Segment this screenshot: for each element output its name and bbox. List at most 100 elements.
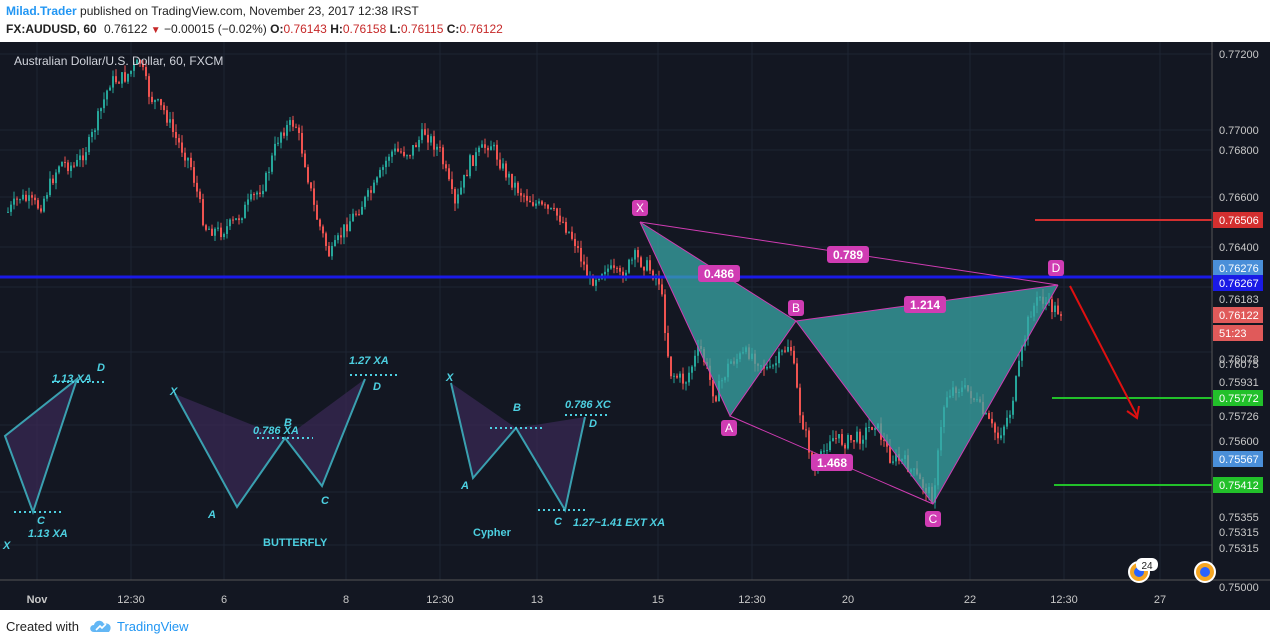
price-badge[interactable]: 0.76276 <box>1213 260 1263 276</box>
candle <box>838 434 840 444</box>
svg-text:0.486: 0.486 <box>704 267 734 281</box>
price-chart[interactable]: Australian Dollar/U.S. Dollar, 60, FXCM … <box>0 42 1270 610</box>
candle <box>25 190 27 203</box>
candle <box>637 246 639 263</box>
candle <box>808 427 810 459</box>
candle <box>235 218 237 221</box>
pattern-point-d[interactable]: D <box>1048 260 1064 276</box>
candle <box>484 138 486 154</box>
candle <box>343 224 345 245</box>
candle <box>865 422 867 448</box>
candle <box>553 203 555 211</box>
candle <box>229 218 231 231</box>
candle <box>541 200 543 206</box>
pattern-point-x[interactable]: X <box>632 200 648 216</box>
candle <box>73 162 75 169</box>
candle <box>31 191 33 206</box>
candle <box>103 92 105 113</box>
time-tick: 15 <box>652 594 664 606</box>
price-tick: 0.75315 <box>1219 527 1259 539</box>
candle <box>421 122 423 144</box>
candle <box>205 223 207 232</box>
candle <box>316 200 318 221</box>
price-badge[interactable]: 0.75567 <box>1213 451 1263 467</box>
projection-arrow[interactable] <box>1069 285 1140 420</box>
candle <box>1015 375 1017 403</box>
price-badge[interactable]: 0.76122 <box>1213 307 1263 323</box>
pattern-point-c[interactable]: C <box>925 511 941 527</box>
legend-label: D <box>97 362 105 374</box>
candle <box>619 265 621 276</box>
legend-label: 0.786 XC <box>565 399 612 411</box>
candle <box>454 187 456 212</box>
candle <box>382 164 384 177</box>
candle <box>490 140 492 151</box>
legend-label: B <box>284 417 292 429</box>
candle <box>208 226 210 230</box>
candle <box>466 169 468 177</box>
candle <box>442 144 444 170</box>
price-badge[interactable]: 51:23 <box>1213 325 1263 341</box>
ratio-label[interactable]: 1.214 <box>904 296 946 313</box>
ratio-label[interactable]: 1.468 <box>811 454 853 471</box>
candle <box>823 444 825 456</box>
candle <box>985 411 987 415</box>
candle <box>49 171 51 197</box>
events-count: 24 <box>1141 561 1153 572</box>
legend-label: A <box>460 480 469 492</box>
candle <box>232 216 234 224</box>
svg-text:0.76267: 0.76267 <box>1219 278 1259 290</box>
author-link[interactable]: Milad.Trader <box>6 4 77 18</box>
tradingview-link[interactable]: TradingView <box>117 619 189 634</box>
candle <box>271 152 273 175</box>
candle <box>340 227 342 245</box>
candle <box>334 235 336 247</box>
candle <box>646 256 648 272</box>
candle <box>319 218 321 231</box>
svg-text:0.76276: 0.76276 <box>1219 263 1259 275</box>
candle <box>463 174 465 194</box>
pattern-point-b[interactable]: B <box>788 300 804 316</box>
ratio-label[interactable]: 0.486 <box>698 265 740 282</box>
price-badge[interactable]: 0.75412 <box>1213 477 1263 493</box>
candle <box>559 208 561 225</box>
candle <box>523 193 525 203</box>
candle <box>226 219 228 239</box>
candle <box>874 426 876 436</box>
svg-text:1.468: 1.468 <box>817 456 847 470</box>
legend-label: 1.27 XA <box>349 355 389 367</box>
candle <box>40 204 42 214</box>
candle <box>649 255 651 275</box>
candle <box>163 102 165 115</box>
candle <box>802 411 804 430</box>
svg-text:1.214: 1.214 <box>910 298 940 312</box>
price-axis[interactable]: 0.77200 0.77000 0.76800 0.76600 0.76400 0.761… <box>1211 42 1270 594</box>
legend-label: B <box>513 402 521 414</box>
candle <box>367 188 369 201</box>
candle <box>187 157 189 169</box>
tradingview-cloud-icon[interactable] <box>88 616 114 639</box>
economic-events-icon[interactable]: 24 <box>1128 558 1216 583</box>
time-tick: 12:30 <box>738 594 766 606</box>
candle <box>292 115 294 131</box>
chart-canvas[interactable]: Australian Dollar/U.S. Dollar, 60, FXCM … <box>0 42 1270 610</box>
candle <box>805 421 807 438</box>
price-badge[interactable]: 0.76506 <box>1213 212 1263 228</box>
candle <box>268 167 270 181</box>
candle <box>853 439 855 449</box>
time-axis[interactable]: Nov 12:30 6 8 12:30 13 15 12:30 20 22 12:30 27 <box>0 579 1270 610</box>
candle <box>607 264 609 278</box>
ratio-label[interactable]: 0.789 <box>827 246 869 263</box>
candle <box>685 381 687 391</box>
svg-text:C: C <box>929 512 938 526</box>
svg-text:0.75772: 0.75772 <box>1219 393 1259 405</box>
candle <box>493 142 495 151</box>
price-badge[interactable]: 0.75772 <box>1213 390 1263 406</box>
svg-text:D: D <box>1052 261 1061 275</box>
candle <box>586 256 588 277</box>
pattern-point-a[interactable]: A <box>721 420 737 436</box>
price-tick: 0.75315 <box>1219 543 1259 555</box>
price-badge[interactable]: 0.76267 <box>1213 275 1263 291</box>
created-with-text: Created with <box>6 619 79 634</box>
candle <box>526 189 528 207</box>
